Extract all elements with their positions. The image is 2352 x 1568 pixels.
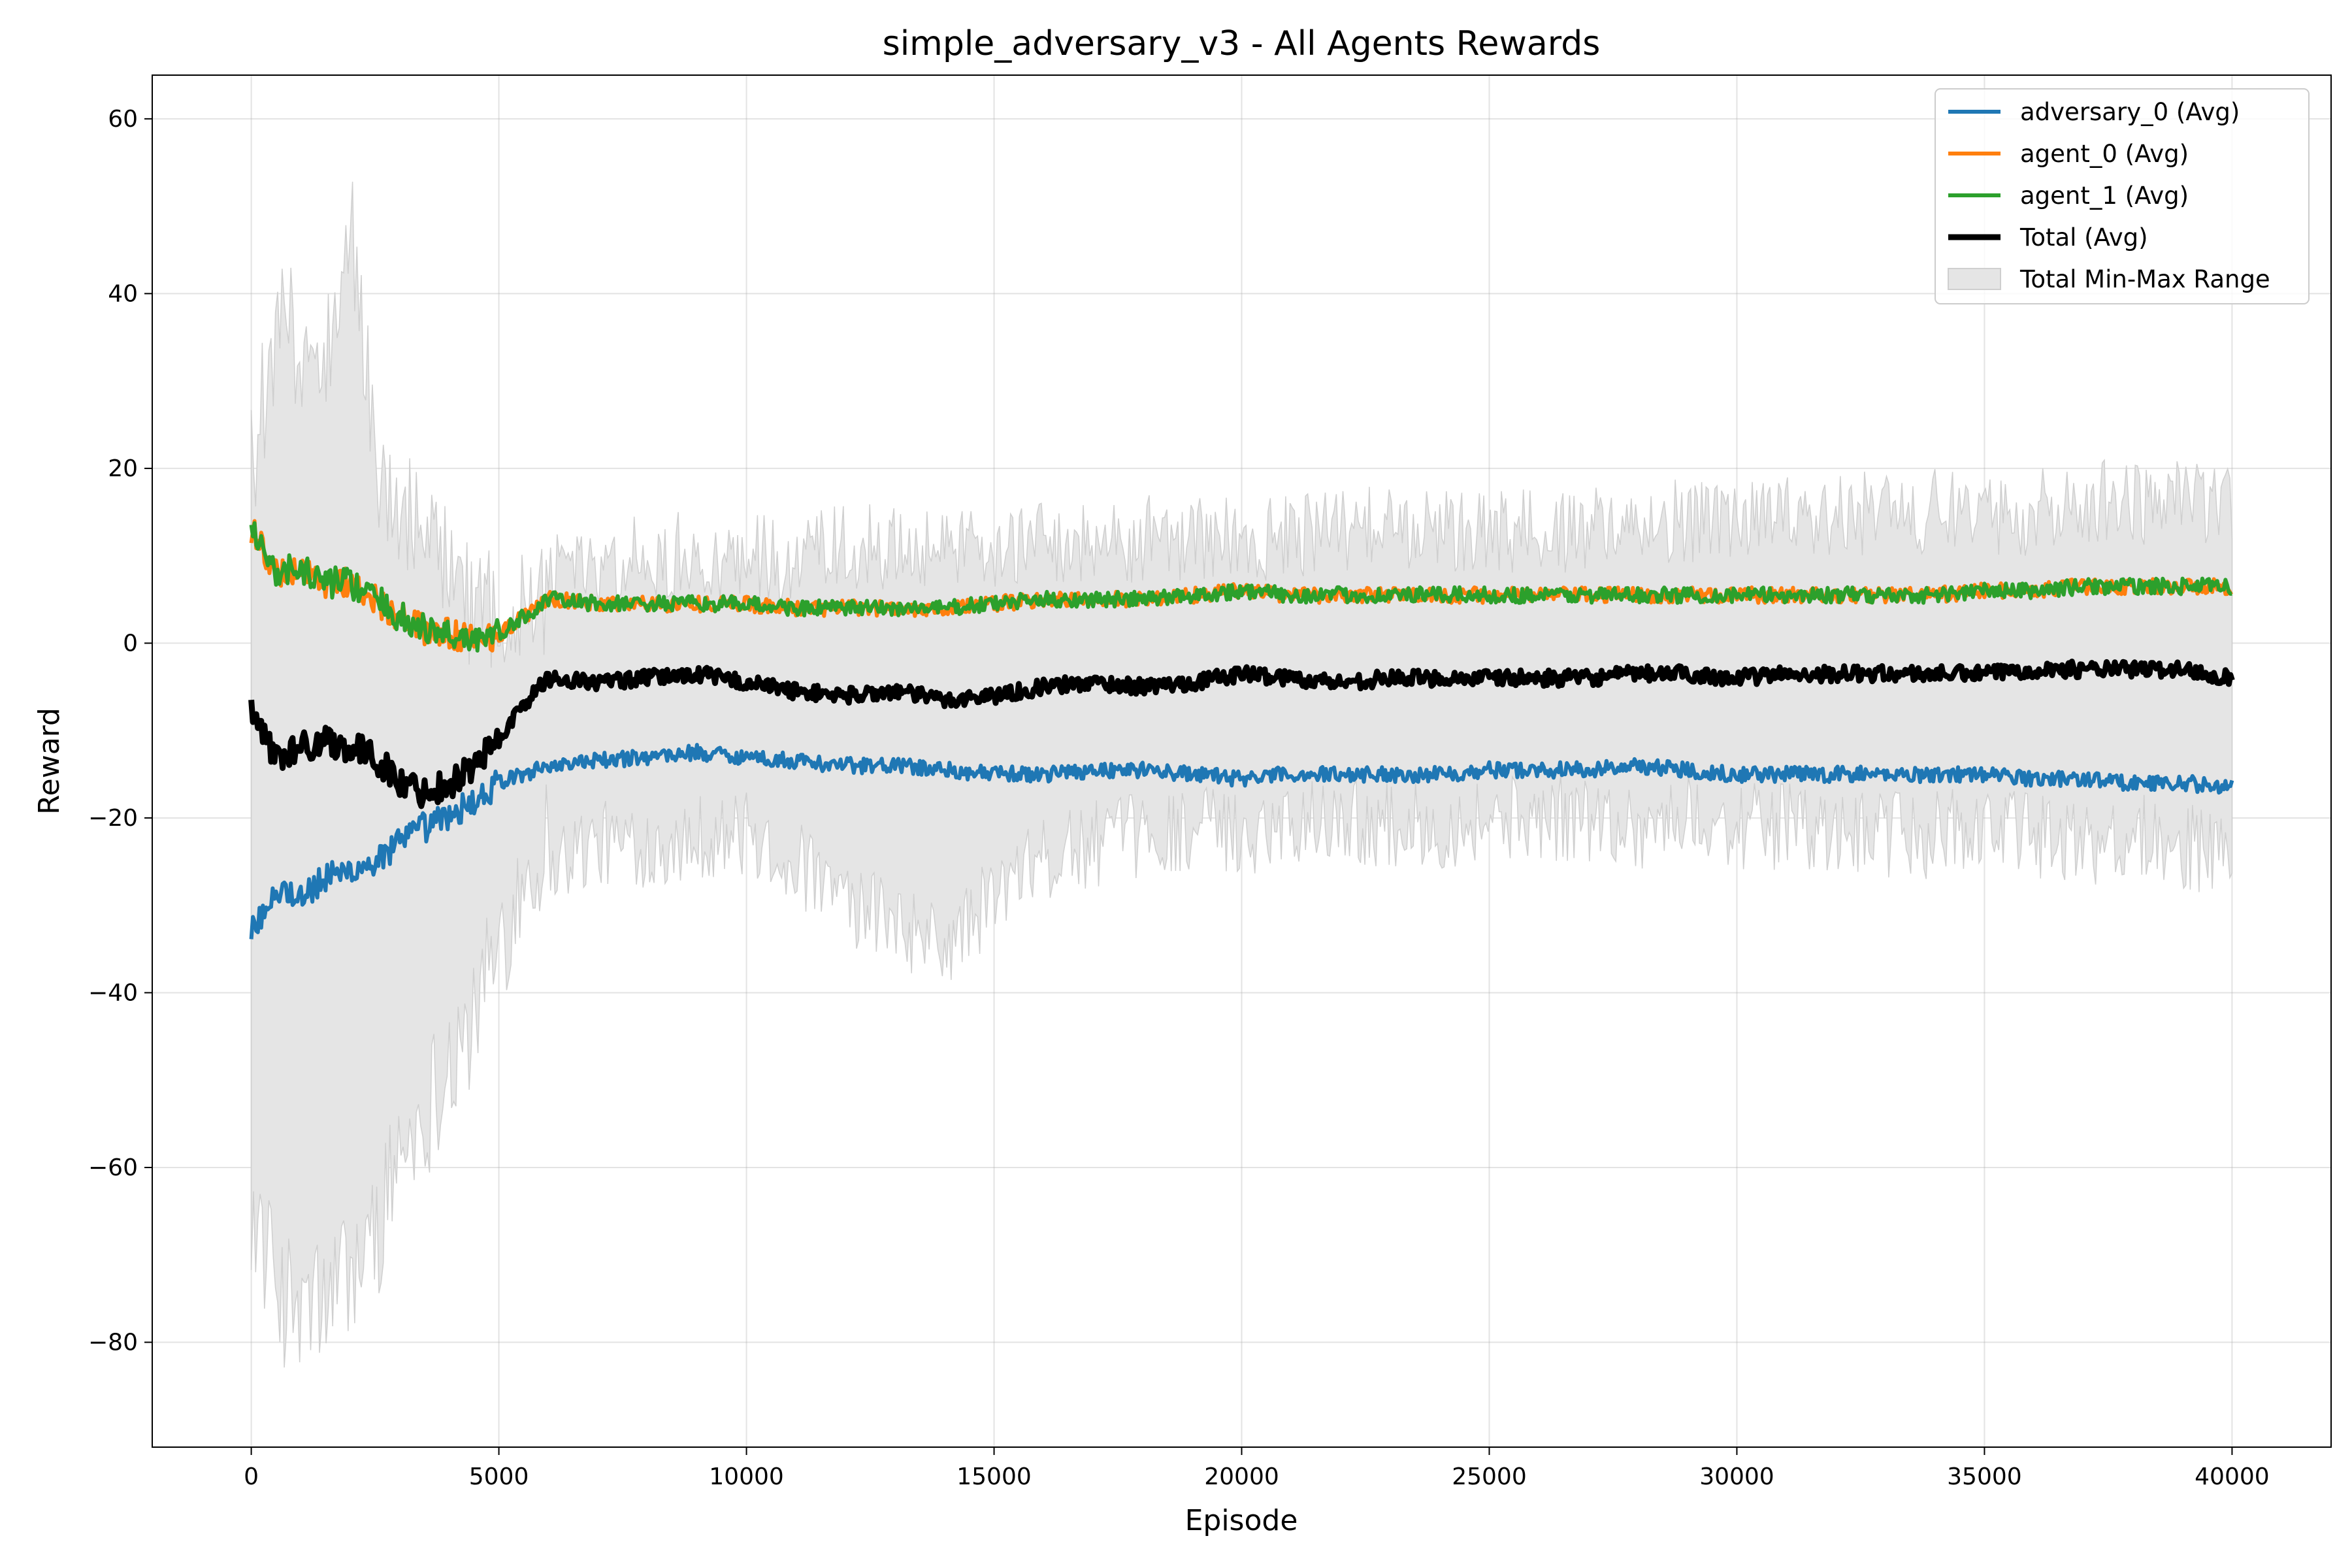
y-tick-label: −20 xyxy=(88,805,138,832)
y-axis: −80 −60 −40 −20 0 20 40 60 xyxy=(88,106,152,1356)
legend-swatch xyxy=(1948,268,2001,290)
series-layer xyxy=(248,519,2235,939)
legend-label: adversary_0 (Avg) xyxy=(2020,98,2240,126)
legend-label: agent_0 (Avg) xyxy=(2020,140,2189,168)
y-tick-label: −60 xyxy=(88,1154,138,1181)
y-tick-label: 0 xyxy=(123,630,138,657)
y-axis-label: Reward xyxy=(33,708,66,815)
series-line-3 xyxy=(248,659,2235,809)
legend: adversary_0 (Avg) agent_0 (Avg) agent_1 (A… xyxy=(1935,88,2310,304)
legend-label: agent_1 (Avg) xyxy=(2020,182,2189,210)
legend-label: Total Min-Max Range xyxy=(2019,265,2270,293)
range-band-layer xyxy=(250,182,2233,1368)
legend-label: Total (Avg) xyxy=(2019,223,2148,252)
range-band xyxy=(250,182,2233,1368)
x-tick-label: 5000 xyxy=(469,1463,529,1490)
x-axis: 0 5000 10000 15000 20000 25000 30000 35000 40000 xyxy=(244,1447,2270,1490)
x-tick-label: 40000 xyxy=(2195,1463,2270,1490)
y-tick-label: 40 xyxy=(108,280,138,307)
y-tick-label: −40 xyxy=(88,979,138,1006)
x-tick-label: 10000 xyxy=(709,1463,784,1490)
x-tick-label: 20000 xyxy=(1204,1463,1279,1490)
x-tick-label: 35000 xyxy=(1947,1463,2022,1490)
x-tick-label: 15000 xyxy=(956,1463,1032,1490)
chart-title: simple_adversary_v3 - All Agents Rewards xyxy=(883,24,1601,63)
legend-box xyxy=(1935,88,2310,304)
x-tick-label: 0 xyxy=(244,1463,259,1490)
y-tick-label: 60 xyxy=(108,106,138,133)
y-tick-label: 20 xyxy=(108,455,138,482)
x-axis-label: Episode xyxy=(1185,1504,1298,1537)
series-line-2 xyxy=(249,521,2232,653)
x-tick-label: 25000 xyxy=(1452,1463,1527,1490)
y-tick-label: −80 xyxy=(88,1329,138,1356)
x-tick-label: 30000 xyxy=(1699,1463,1774,1490)
series-line-0 xyxy=(249,743,2234,939)
